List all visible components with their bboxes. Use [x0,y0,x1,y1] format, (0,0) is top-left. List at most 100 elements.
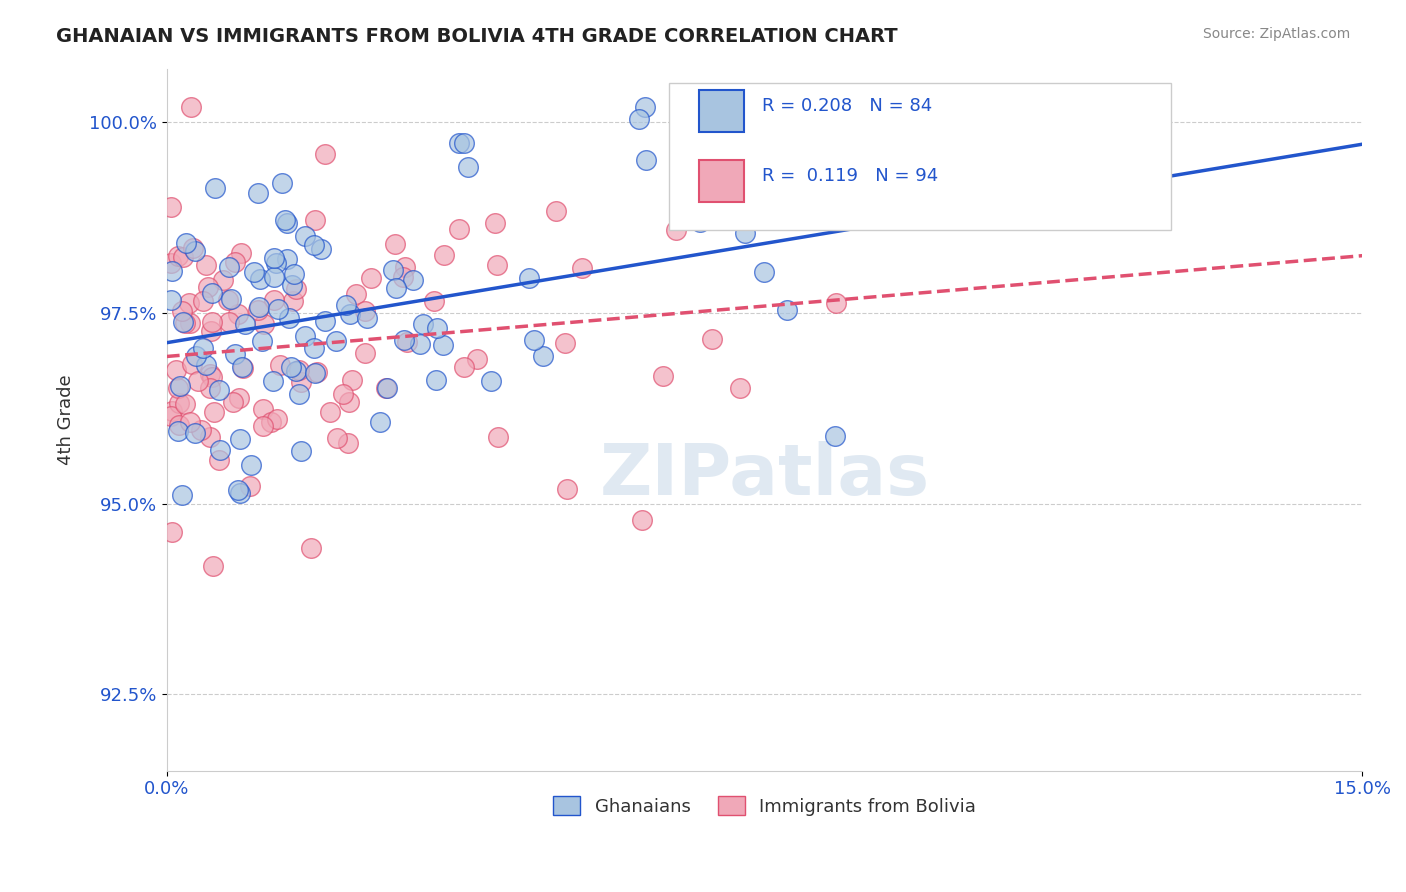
Point [276,252,298,266]
Point [160,264,183,278]
Point [627,112,650,127]
Point [201,285,224,300]
Point [523,333,546,347]
Point [174,316,197,330]
Point [554,335,576,350]
Point [224,346,246,360]
Point [447,136,470,150]
Point [457,161,479,175]
Point [219,292,242,306]
Point [409,337,432,351]
Point [280,359,302,374]
Point [184,349,207,363]
Point [208,383,231,397]
FancyBboxPatch shape [699,160,744,202]
Point [304,341,326,355]
Point [278,310,301,325]
Point [305,365,328,379]
Point [304,238,326,252]
Point [392,333,415,347]
Point [531,349,554,363]
Point [634,153,657,167]
Point [314,147,336,161]
Point [453,136,475,150]
Point [197,280,219,294]
Point [169,379,191,393]
Point [485,258,508,272]
Point [239,458,262,472]
Point [194,258,217,272]
Point [229,486,252,500]
Point [630,513,652,527]
Point [337,436,360,450]
Point [263,293,285,308]
Point [263,251,285,265]
Point [776,303,799,318]
Point [180,357,202,371]
Point [252,402,274,417]
Point [187,374,209,388]
Point [486,430,509,444]
Point [546,204,568,219]
Point [294,328,316,343]
Point [222,394,245,409]
Text: R = 0.208   N = 84: R = 0.208 N = 84 [762,96,932,115]
Point [184,426,207,441]
Point [281,278,304,293]
Point [693,100,716,114]
Point [233,317,256,331]
Point [288,362,311,376]
Point [264,256,287,270]
Point [447,222,470,236]
Text: Source: ZipAtlas.com: Source: ZipAtlas.com [1202,27,1350,41]
Point [166,425,188,439]
Point [360,271,382,285]
Text: ZIPatlas: ZIPatlas [599,442,929,510]
Point [519,270,541,285]
Point [202,559,225,574]
Point [266,412,288,426]
Point [217,293,239,308]
Point [368,415,391,429]
Point [202,405,225,419]
Point [228,391,250,405]
Point [198,381,221,395]
Point [824,429,846,443]
Point [180,100,202,114]
Point [356,310,378,325]
Point [173,397,195,411]
Point [337,394,360,409]
Point [288,387,311,401]
Point [332,387,354,401]
Point [344,286,367,301]
Point [172,315,194,329]
Point [184,244,207,258]
Text: R =  0.119   N = 94: R = 0.119 N = 94 [762,167,938,185]
Point [200,324,222,338]
Point [159,409,181,423]
Point [484,216,506,230]
Point [304,367,326,381]
Point [326,431,349,445]
Point [339,307,361,321]
Point [274,213,297,227]
Point [734,226,756,240]
Point [191,294,214,309]
Point [204,181,226,195]
Point [249,271,271,285]
Point [252,419,274,434]
Point [195,358,218,372]
Point [290,443,312,458]
Point [917,209,939,223]
Point [169,396,191,410]
Point [239,479,262,493]
Point [340,373,363,387]
Point [283,294,305,309]
Point [465,351,488,366]
Point [412,317,434,331]
Y-axis label: 4th Grade: 4th Grade [58,375,75,465]
Point [652,368,675,383]
Point [262,374,284,388]
Point [246,186,269,200]
Point [319,405,342,419]
